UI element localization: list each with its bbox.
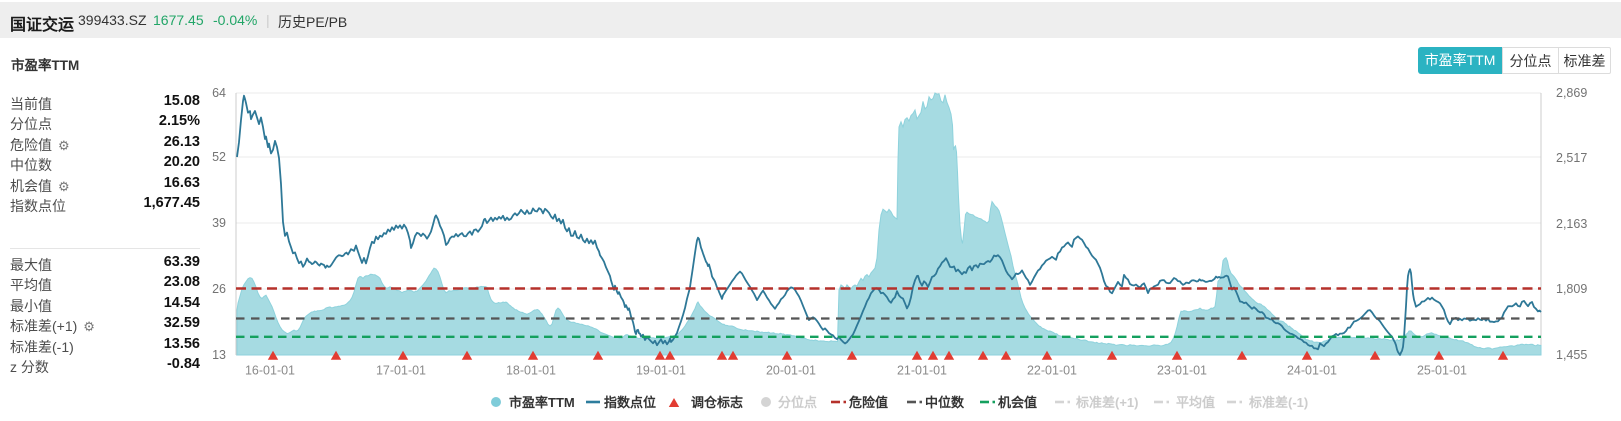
svg-text:26: 26 [212,282,226,296]
svg-text:17-01-01: 17-01-01 [376,364,426,378]
svg-text:1,809: 1,809 [1556,282,1587,296]
svg-text:20-01-01: 20-01-01 [766,364,816,378]
svg-text:52: 52 [212,150,226,164]
svg-text:16-01-01: 16-01-01 [245,364,295,378]
svg-text:中位数: 中位数 [925,395,965,410]
svg-text:标准差(+1): 标准差(+1) [1075,395,1138,410]
svg-text:调仓标志: 调仓标志 [691,395,743,410]
svg-text:机会值: 机会值 [998,395,1037,410]
svg-text:2,869: 2,869 [1556,86,1587,100]
svg-text:市盈率TTM: 市盈率TTM [509,395,575,410]
svg-text:64: 64 [212,86,226,100]
svg-text:24-01-01: 24-01-01 [1287,364,1337,378]
svg-text:22-01-01: 22-01-01 [1027,364,1077,378]
svg-text:13: 13 [212,348,226,362]
svg-text:18-01-01: 18-01-01 [506,364,556,378]
svg-text:平均值: 平均值 [1176,395,1215,410]
svg-text:指数点位: 指数点位 [604,395,656,410]
svg-text:分位点: 分位点 [778,395,817,410]
svg-text:危险值: 危险值 [849,395,888,410]
svg-text:25-01-01: 25-01-01 [1417,364,1467,378]
svg-text:1,455: 1,455 [1556,348,1587,362]
svg-text:标准差(-1): 标准差(-1) [1248,395,1308,410]
svg-text:21-01-01: 21-01-01 [897,364,947,378]
svg-text:2,517: 2,517 [1556,151,1587,165]
svg-text:19-01-01: 19-01-01 [636,364,686,378]
svg-text:23-01-01: 23-01-01 [1157,364,1207,378]
svg-text:2,163: 2,163 [1556,217,1587,231]
svg-text:39: 39 [212,216,226,230]
